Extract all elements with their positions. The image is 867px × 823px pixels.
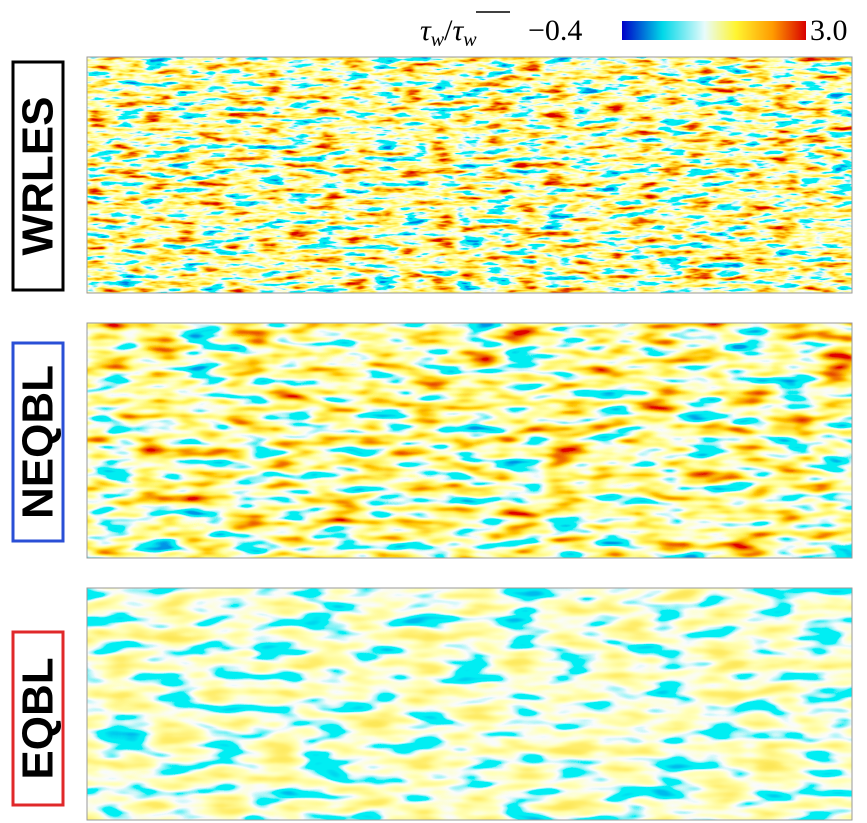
field-map	[87, 588, 852, 820]
field-map	[87, 323, 852, 558]
colorbar-label: τw/τw	[420, 14, 477, 51]
colorbar-max: 3.0	[810, 14, 848, 47]
label-box	[11, 341, 65, 543]
panels: WRLES NEQBL EQBL	[11, 56, 853, 821]
field-frame	[86, 56, 853, 294]
colorbar-min: −0.4	[528, 14, 582, 47]
colorbar	[622, 21, 806, 40]
label-part: w	[431, 29, 445, 51]
panel-label: EQBL	[14, 657, 63, 779]
label-part: w	[463, 29, 477, 51]
panel-label: WRLES	[14, 97, 63, 256]
label-part: τ	[420, 14, 432, 47]
field-frame	[86, 322, 853, 559]
panel-label: NEQBL	[14, 365, 63, 519]
label-box	[11, 630, 65, 807]
label-box	[11, 60, 65, 292]
label-part: τ	[452, 14, 464, 47]
label-part: /	[444, 14, 453, 47]
field-frame	[86, 587, 853, 821]
field-map	[87, 57, 852, 293]
